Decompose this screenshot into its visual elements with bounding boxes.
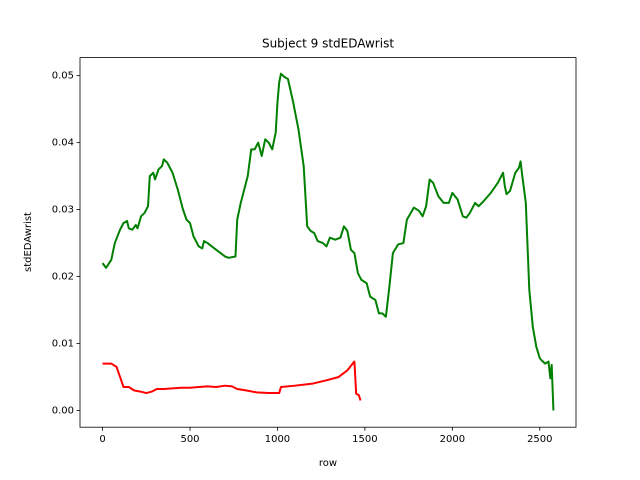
y-axis-label: stdEDAwrist (23, 212, 34, 272)
x-tick-label: 1000 (265, 434, 290, 445)
x-tick-label: 500 (180, 434, 199, 445)
y-tick-label: 0.03 (52, 205, 74, 216)
y-tick-label: 0.01 (52, 339, 74, 350)
data-line (102, 360, 362, 401)
axes-frame (79, 57, 577, 428)
x-tick-label: 1500 (352, 434, 377, 445)
y-tick-label: 0.04 (52, 138, 74, 149)
x-tick-label: 2500 (527, 434, 552, 445)
y-tick-label: 0.02 (52, 272, 74, 283)
x-tick-label: 0 (99, 434, 105, 445)
data-line (101, 72, 555, 411)
x-tick-label: 2000 (440, 434, 465, 445)
y-tick-label: 0.05 (52, 71, 74, 82)
x-axis-label: row (319, 458, 337, 469)
chart-title: Subject 9 stdEDAwrist (262, 37, 394, 51)
y-tick-label: 0.00 (52, 405, 74, 416)
